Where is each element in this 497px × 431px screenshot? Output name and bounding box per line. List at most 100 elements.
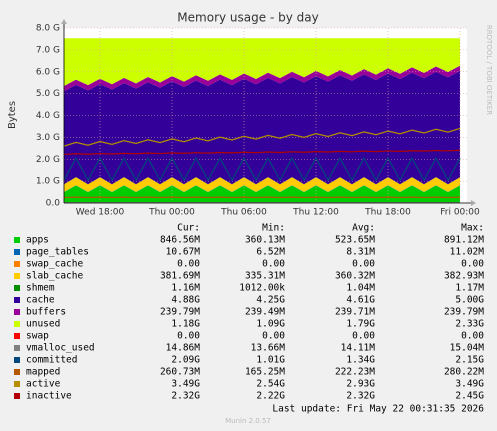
legend-label: page_tables (26, 247, 89, 258)
last-update: Last update: Fri May 22 00:31:35 2026 (272, 404, 484, 415)
legend-stat: 0.00 (177, 259, 200, 270)
legend-swatch (14, 249, 20, 255)
line-active (63, 127, 461, 147)
area-page_tables (64, 185, 460, 193)
area-unused (64, 38, 460, 86)
legend-stat: 0.00 (352, 259, 375, 270)
legend-stat: 335.31M (245, 271, 285, 282)
legend-swatch (14, 261, 20, 267)
legend-stat: 2.15G (455, 355, 484, 366)
y-tick-label: 8.0 G (36, 24, 60, 34)
legend-stat: 3.49G (171, 379, 200, 390)
x-tick-label: Thu 06:00 (220, 208, 267, 218)
legend-label: cache (26, 295, 55, 306)
y-tick-label: 5.0 G (36, 89, 60, 99)
legend-stat: 165.25M (245, 367, 285, 378)
legend-stat: 0.00 (177, 331, 200, 342)
legend-stat: 1.34G (346, 355, 375, 366)
legend-stat: 239.79M (444, 307, 484, 318)
legend-stat: 2.22G (256, 391, 285, 402)
legend-stat: 0.00 (352, 331, 375, 342)
x-tick-label: Fri 00:00 (440, 208, 480, 218)
legend-swatch (14, 381, 20, 387)
legend-label: swap_cache (26, 259, 83, 270)
legend-stat: 360.13M (245, 235, 285, 246)
legend-swatch (14, 333, 20, 339)
legend-stat: 1.04M (346, 283, 375, 294)
legend-stat: 2.09G (171, 355, 200, 366)
legend-stat: 360.32M (335, 271, 375, 282)
legend-stat: 2.33G (455, 319, 484, 330)
legend-swatch (14, 297, 20, 303)
legend-stat: 11.02M (450, 247, 485, 258)
legend-stat: 0.00 (262, 331, 285, 342)
y-axis-label: Bytes (7, 101, 18, 129)
area-cache (64, 70, 460, 185)
legend-stat: 1.18G (171, 319, 200, 330)
x-arrow (471, 200, 476, 206)
legend-stat: 4.88G (171, 295, 200, 306)
legend-stat: 222.23M (335, 367, 375, 378)
legend-swatch (14, 237, 20, 243)
legend-stat: 846.56M (160, 235, 200, 246)
legend-label: mapped (26, 367, 60, 378)
legend-stat: 891.12M (444, 235, 484, 246)
legend-label: active (26, 379, 61, 390)
legend-stat: 2.54G (256, 379, 285, 390)
legend-stat: 1.16M (171, 283, 200, 294)
x-tick-label: Thu 00:00 (148, 208, 195, 218)
y-tick-label: 7.0 G (36, 45, 60, 55)
legend-swatch (14, 369, 20, 375)
legend-label: inactive (26, 391, 72, 402)
version: Munin 2.0.57 (225, 417, 271, 425)
legend-stat: 1.01G (256, 355, 285, 366)
legend-stat: 10.67M (166, 247, 201, 258)
stat-header: Cur: (177, 223, 200, 234)
legend-stat: 3.49G (455, 379, 484, 390)
legend-label: slab_cache (26, 271, 83, 282)
legend-swatch (14, 357, 20, 363)
legend-stat: 1.17M (455, 283, 484, 294)
legend-label: swap (26, 331, 49, 342)
area-apps (64, 185, 460, 203)
legend-stat: 13.66M (251, 343, 286, 354)
legend-stat: 15.04M (450, 343, 485, 354)
stat-header: Avg: (352, 223, 375, 234)
legend-stat: 1012.00k (239, 283, 285, 294)
legend-stat: 5.00G (455, 295, 484, 306)
x-tick-label: Thu 12:00 (292, 208, 339, 218)
x-tick-label: Thu 18:00 (364, 208, 411, 218)
legend-stat: 8.31M (346, 247, 375, 258)
legend-stat: 14.11M (341, 343, 376, 354)
legend-stat: 4.61G (346, 295, 375, 306)
legend-stat: 0.00 (262, 259, 285, 270)
y-tick-label: 1.0 G (36, 177, 60, 187)
y-tick-label: 3.0 G (36, 133, 60, 143)
y-arrow (61, 19, 67, 24)
line-inactive (63, 149, 461, 156)
legend-stat: 260.73M (160, 367, 200, 378)
legend-stat: 0.00 (461, 331, 484, 342)
legend-label: vmalloc_used (26, 343, 95, 354)
y-tick-label: 6.0 G (36, 67, 60, 77)
stat-header: Max: (461, 223, 484, 234)
legend-label: buffers (26, 307, 66, 318)
line-committed (63, 156, 461, 182)
legend-stat: 381.69M (160, 271, 200, 282)
legend-swatch (14, 345, 20, 351)
x-tick-label: Wed 18:00 (76, 208, 125, 218)
legend-stat: 1.79G (346, 319, 375, 330)
legend-swatch (14, 309, 20, 315)
legend-stat: 2.45G (455, 391, 484, 402)
legend-stat: 523.65M (335, 235, 375, 246)
legend-stat: 14.86M (166, 343, 201, 354)
legend-label: shmem (26, 283, 55, 294)
legend-stat: 239.49M (245, 307, 285, 318)
y-tick-label: 4.0 G (36, 111, 60, 121)
legend-stat: 2.32G (346, 391, 375, 402)
legend-label: apps (26, 235, 49, 246)
area-shmem (64, 177, 460, 185)
stat-header: Min: (262, 223, 285, 234)
legend-stat: 0.00 (461, 259, 484, 270)
